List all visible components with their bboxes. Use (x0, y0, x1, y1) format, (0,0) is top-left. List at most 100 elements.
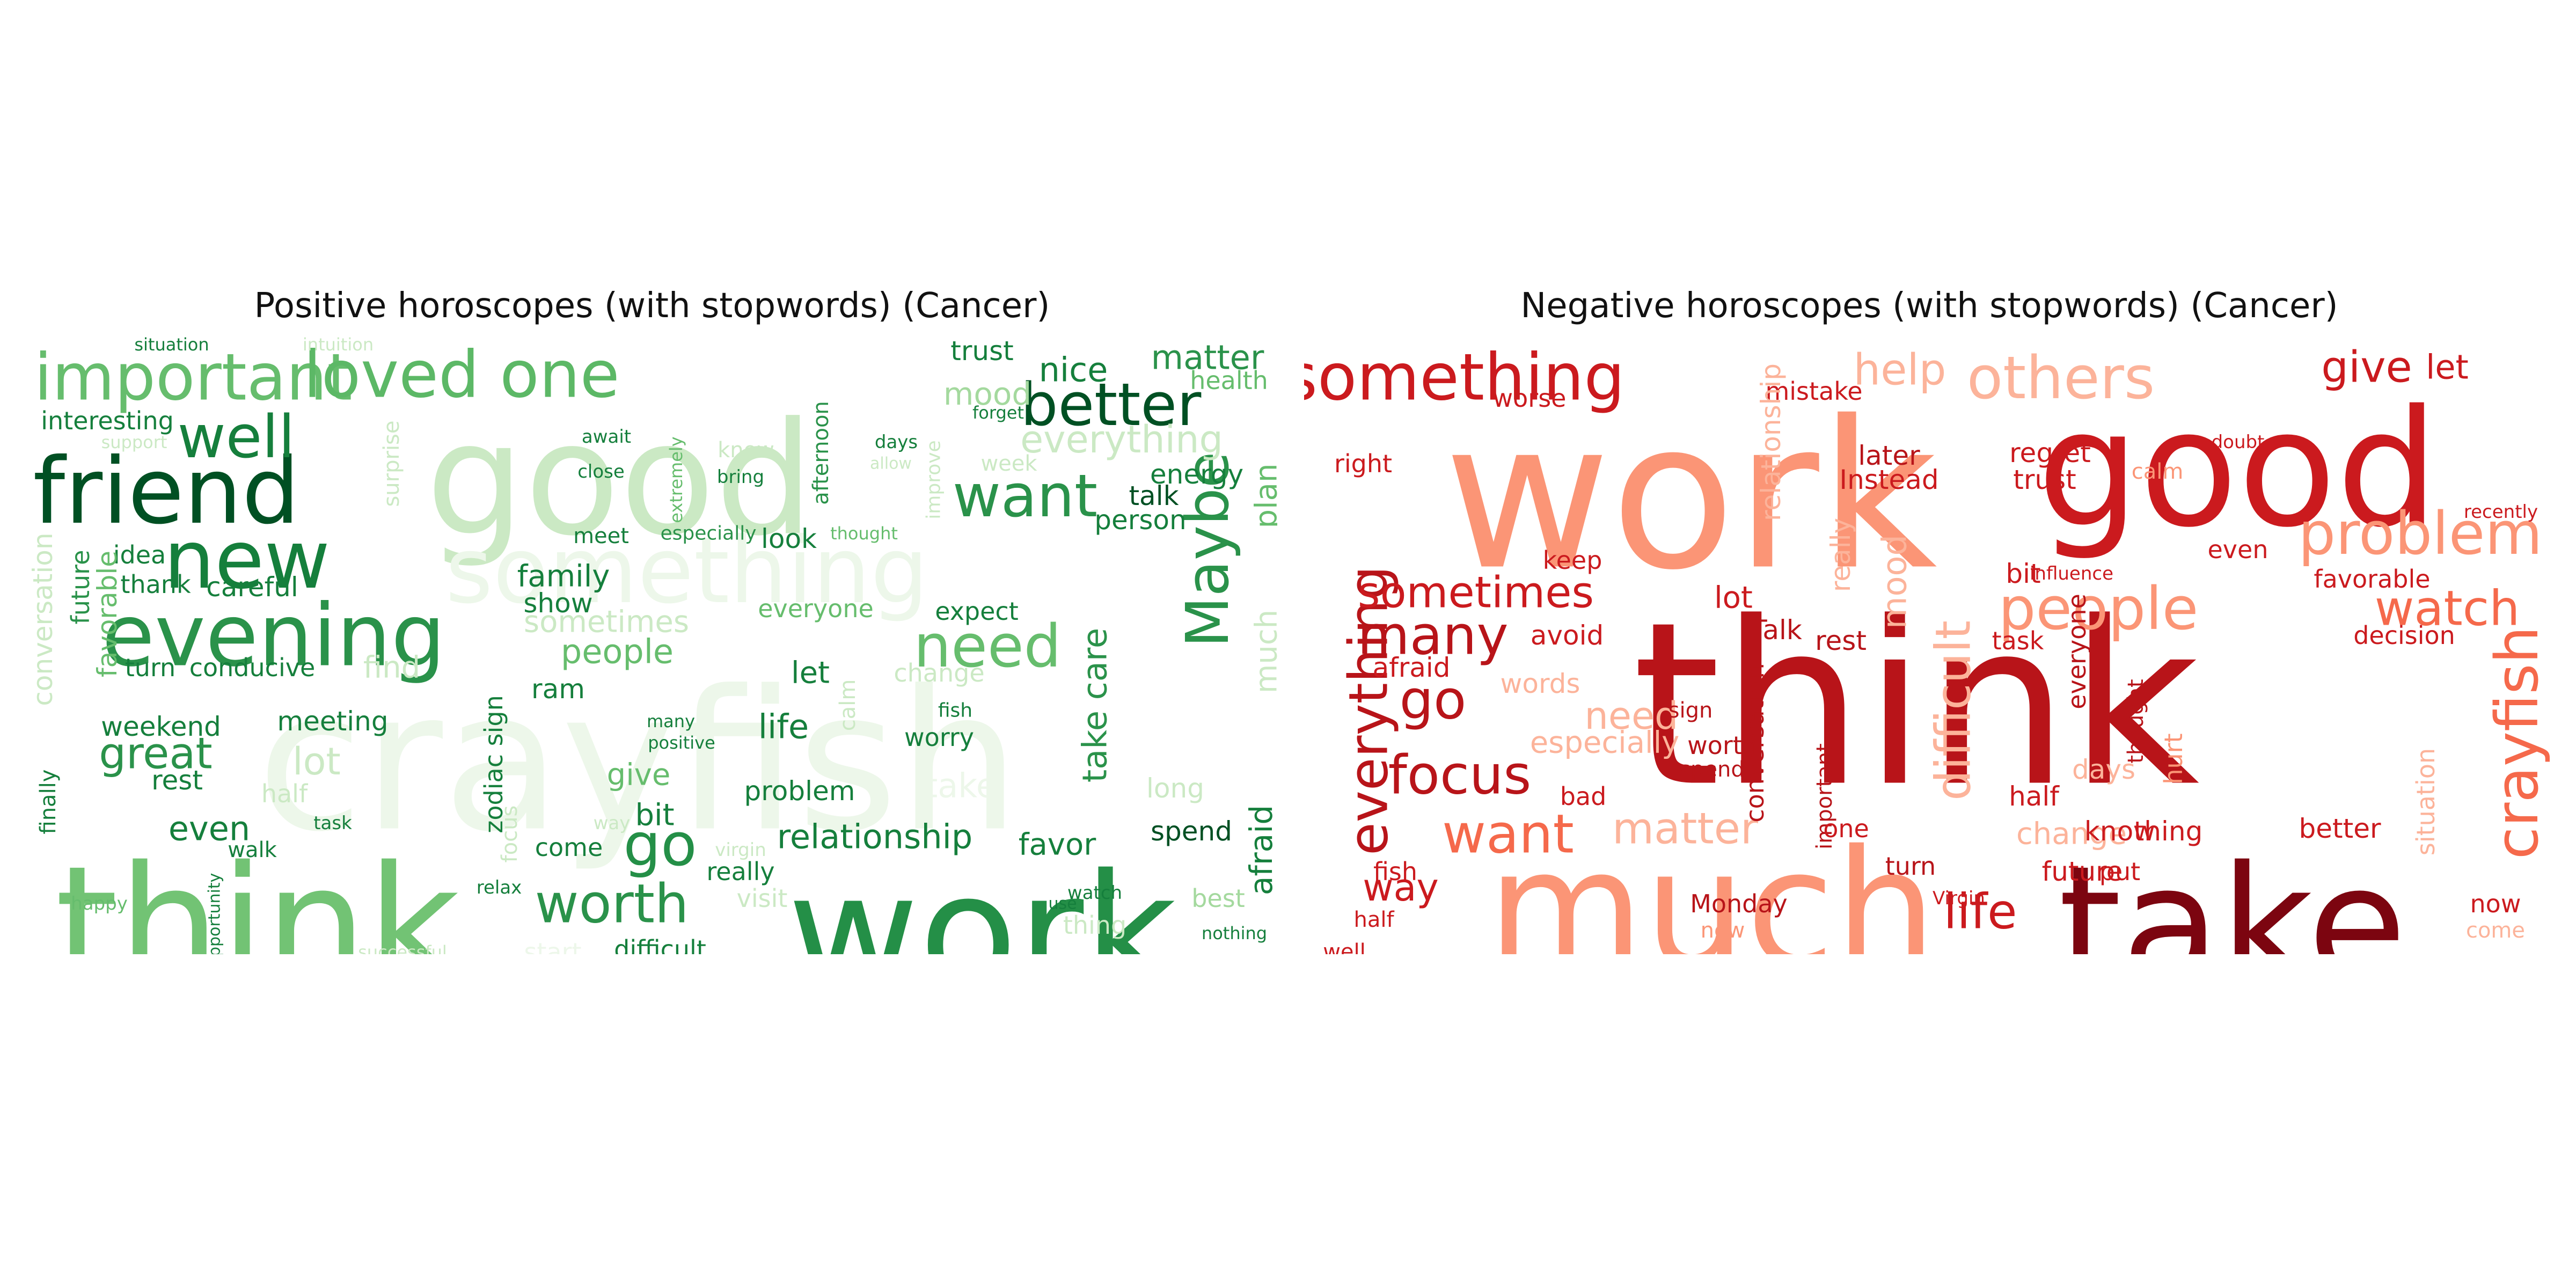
cloud-word: expect (935, 597, 1019, 626)
cloud-word: person (1094, 504, 1186, 536)
cloud-word: hurt (2159, 733, 2188, 784)
cloud-word: favorable (92, 551, 123, 677)
cloud-word: future (66, 550, 95, 625)
cloud-word: forget (972, 402, 1024, 423)
cloud-word: really (1825, 518, 1856, 592)
cloud-word: await (582, 426, 631, 448)
cloud-word: days (875, 431, 918, 453)
cloud-word: way (1363, 866, 1439, 910)
cloud-word: show (523, 588, 592, 619)
cloud-word: fish (938, 700, 972, 722)
cloud-word: thought (830, 523, 898, 544)
cloud-word: people (1999, 574, 2199, 643)
cloud-word: relationship (1755, 363, 1787, 521)
cloud-word: many (647, 711, 695, 731)
cloud-word: much (1487, 816, 1936, 955)
cloud-word: regret (2009, 437, 2091, 469)
cloud-word: meeting (277, 706, 388, 737)
cloud-word: Talk (1750, 614, 1802, 646)
cloud-word: problem (2298, 499, 2542, 568)
cloud-word: find (363, 650, 420, 685)
cloud-word: conducive (189, 653, 316, 682)
cloud-word: half (1353, 908, 1394, 932)
cloud-word: now (2470, 889, 2521, 918)
cloud-word: friend (33, 438, 299, 545)
cloud-word: need (1585, 694, 1679, 738)
cloud-word: new (164, 514, 330, 607)
cloud-word: influence (2030, 563, 2113, 584)
cloud-word: much (1249, 610, 1278, 693)
cloud-word: sign (1668, 698, 1713, 723)
cloud-word: start (524, 938, 581, 954)
cloud-word: nice (1039, 350, 1108, 390)
cloud-word: turn (1885, 852, 1936, 881)
cloud-word: thank (120, 570, 191, 599)
cloud-word: great (99, 729, 213, 779)
cloud-word: idea (113, 540, 166, 569)
cloud-word: improve (923, 440, 945, 519)
cloud-word: virgin (715, 839, 766, 861)
cloud-word: better (2299, 813, 2381, 844)
cloud-word: finally (36, 770, 61, 835)
cloud-word: lot (1714, 581, 1753, 616)
cloud-word: meet (573, 524, 629, 548)
cloud-word: want (953, 462, 1097, 530)
cloud-word: take (925, 766, 997, 806)
cloud-word: situation (134, 335, 209, 355)
cloud-word: need (914, 612, 1062, 680)
cloud-word: crayfish (257, 649, 1020, 874)
cloud-word: especially (1530, 726, 1680, 760)
cloud-word: focus (497, 806, 522, 863)
cloud-word: worth (535, 873, 689, 935)
cloud-word: thing (2134, 816, 2203, 847)
cloud-word: mood (1875, 535, 1914, 629)
cloud-word: zodiac sign (479, 695, 508, 833)
cloud-word: Monday (1690, 889, 1788, 918)
cloud-word: better (1021, 370, 1202, 439)
cloud-word: important (1812, 743, 1837, 850)
cloud-word: interesting (41, 406, 174, 435)
cloud-word: weekend (101, 711, 221, 742)
cloud-word: fish (1373, 857, 1417, 886)
cloud-word: people (561, 632, 674, 671)
cloud-word: bring (717, 466, 764, 488)
cloud-word: trust (950, 335, 1014, 367)
cloud-word: good (426, 390, 814, 570)
cloud-word: put (2099, 857, 2140, 886)
cloud-word: support (101, 432, 167, 452)
cloud-word: calm (2132, 459, 2184, 484)
cloud-word: think (1633, 574, 2200, 837)
cloud-word: situation (2411, 748, 2440, 855)
cloud-word: matter (1151, 338, 1264, 377)
cloud-word: one (1823, 814, 1869, 843)
cloud-word: relationship (777, 817, 972, 857)
cloud-word: doubt (2212, 431, 2265, 453)
cloud-word: afraid (1243, 805, 1277, 895)
cloud-word: sometimes (524, 605, 689, 640)
cloud-word: loved one (303, 338, 619, 413)
cloud-word: bit (2006, 558, 2040, 589)
cloud-word: close (577, 461, 625, 482)
cloud-word: task (313, 813, 352, 834)
cloud-word: way (594, 813, 631, 834)
cloud-word: successful (358, 942, 447, 954)
cloud-word: walk (228, 838, 277, 862)
cloud-word: everyone (2062, 594, 2091, 709)
cloud-word: everything (1337, 566, 1400, 855)
cloud-word: ram (531, 674, 585, 705)
positive-word-cloud: crayfish good something think work friend new e… (27, 335, 1277, 954)
cloud-word: look (761, 523, 817, 554)
cloud-word: energy (1150, 459, 1243, 490)
cloud-word: matter (1612, 804, 1758, 854)
cloud-word: life (758, 707, 809, 747)
cloud-word: change (2016, 817, 2127, 852)
cloud-word: words (1501, 668, 1580, 699)
cloud-word: worse (1493, 384, 1567, 413)
cloud-word: change (894, 658, 984, 687)
cloud-word: keep (1543, 546, 1602, 575)
cloud-word: days (2072, 754, 2135, 785)
cloud-word: later (1858, 440, 1920, 471)
cloud-word: everything (1020, 418, 1223, 462)
cloud-word: positive (648, 733, 715, 753)
